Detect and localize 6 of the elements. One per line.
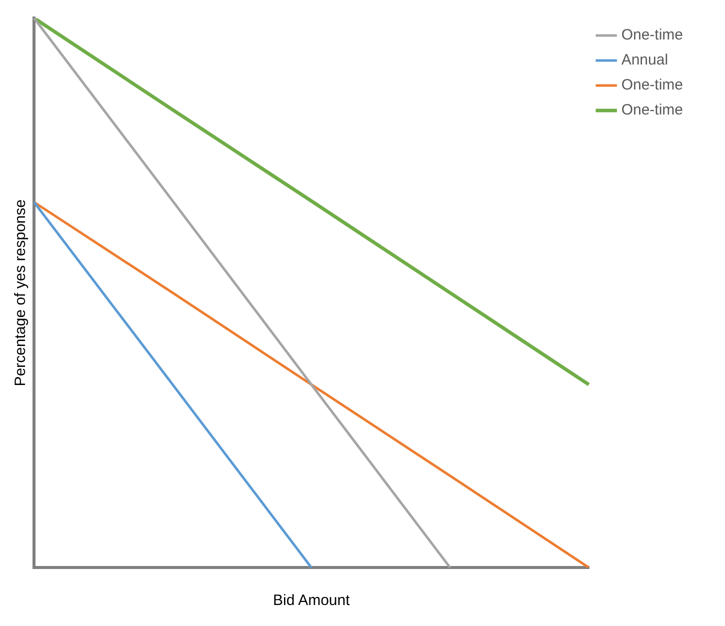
x-axis-title: Bid Amount	[273, 592, 351, 610]
legend-label: One-time	[621, 76, 684, 94]
legend-label: One-time	[621, 102, 684, 119]
legend-label: Annual	[621, 52, 668, 69]
legend-label: One-time	[621, 26, 684, 44]
y-axis-title: Percentage of yes response	[12, 199, 30, 386]
